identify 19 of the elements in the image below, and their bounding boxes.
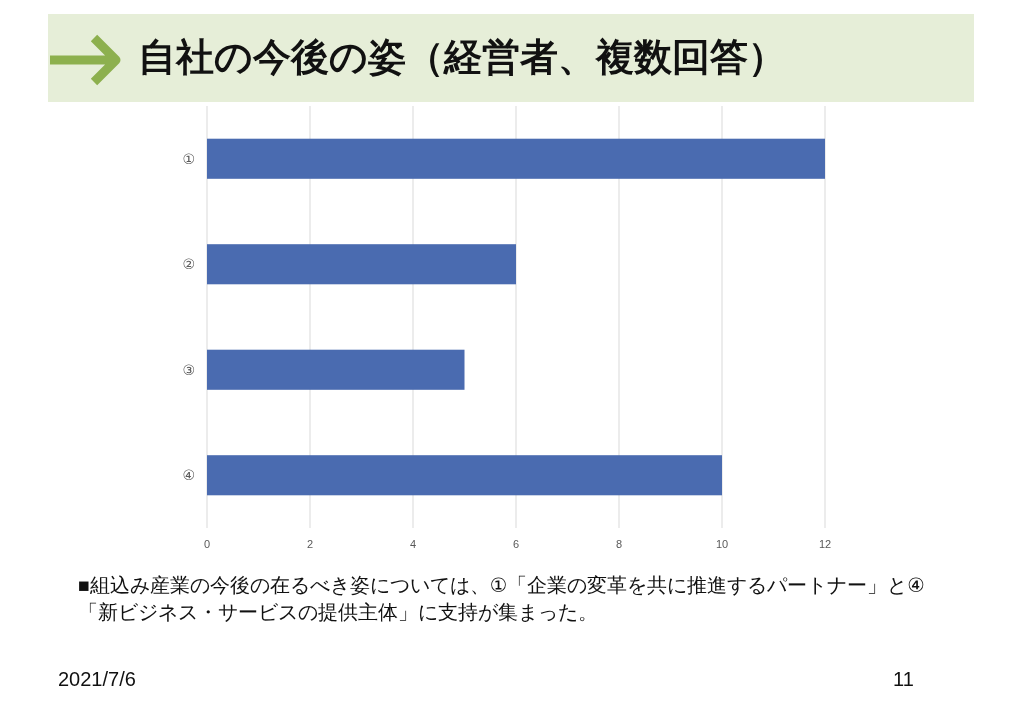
y-tick-label: ① bbox=[182, 150, 195, 167]
bar bbox=[207, 455, 722, 496]
x-tick-label: 10 bbox=[715, 538, 729, 550]
x-tick-label: 4 bbox=[409, 538, 417, 550]
x-tick-label: 0 bbox=[203, 538, 211, 550]
bar bbox=[207, 244, 516, 285]
y-tick-label: ④ bbox=[182, 467, 195, 484]
chart-title: 自社の今後の姿（経営者、複数回答） bbox=[138, 35, 786, 80]
x-tick-label: 8 bbox=[615, 538, 623, 550]
text: 2021/7/6 bbox=[58, 668, 136, 691]
y-tick-label: ② bbox=[182, 256, 195, 273]
x-tick-label: 12 bbox=[818, 538, 832, 550]
text: 11 bbox=[893, 668, 914, 691]
y-tick-label: ③ bbox=[182, 361, 195, 378]
bar bbox=[207, 349, 465, 390]
x-tick-label: 2 bbox=[306, 538, 314, 550]
x-tick-label: 6 bbox=[512, 538, 520, 550]
text: ■組込み産業の今後の在るべき姿については、①「企業の変革を共に推進するパートナー」と④「新ビジネス・サービスの提供主体」に支持が集まった。 bbox=[78, 573, 926, 625]
bar bbox=[207, 138, 825, 179]
